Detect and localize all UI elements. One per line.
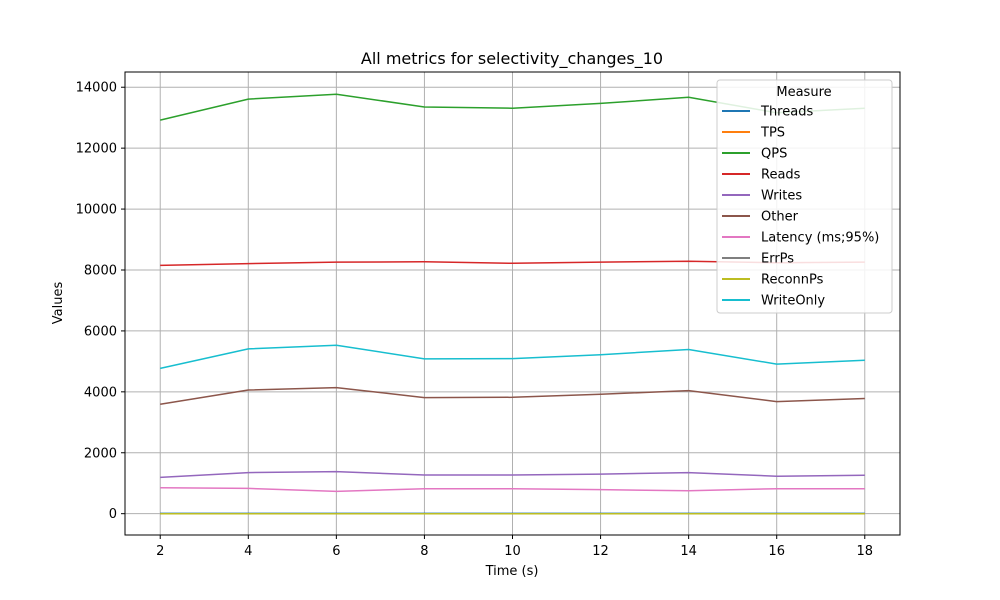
series-line-writeonly xyxy=(160,344,865,370)
legend-item-threads: Threads xyxy=(722,105,813,120)
legend-item-errps: ErrPs xyxy=(722,252,794,267)
legend-label: Latency (ms;95%) xyxy=(761,231,879,246)
legend-item-writeonly: WriteOnly xyxy=(722,294,825,309)
x-tick-label: 2 xyxy=(156,544,164,559)
y-tick-label: 12000 xyxy=(76,142,117,157)
legend-items: Threads TPS QPS Reads Writes Other Latency (ms… xyxy=(722,105,879,309)
y-tick-label: 10000 xyxy=(76,203,117,218)
y-tick-label: 0 xyxy=(109,507,117,522)
y-tick-label: 4000 xyxy=(84,385,117,400)
legend-title: Measure xyxy=(776,85,831,100)
legend-item-other: Other xyxy=(722,210,799,225)
x-tick-label: 6 xyxy=(332,544,340,559)
x-tick-label: 12 xyxy=(592,544,609,559)
x-tick-label: 16 xyxy=(768,544,785,559)
series-line-latency-ms-95 xyxy=(160,487,865,493)
legend-label: Threads xyxy=(760,105,813,120)
y-tick-label: 8000 xyxy=(84,263,117,278)
legend-label: Writes xyxy=(761,189,802,204)
legend-box xyxy=(716,79,893,314)
y-tick-label: 14000 xyxy=(76,81,117,96)
series-line-other xyxy=(160,386,865,406)
legend-label: Reads xyxy=(761,168,801,183)
y-tick-label: 2000 xyxy=(84,446,117,461)
x-tick-label: 8 xyxy=(420,544,428,559)
series-layer xyxy=(160,93,865,515)
y-axis-label: Values xyxy=(51,282,66,325)
legend-item-latency-ms-95: Latency (ms;95%) xyxy=(722,231,879,246)
legend-label: TPS xyxy=(760,126,785,141)
x-tick-label: 14 xyxy=(680,544,697,559)
x-axis-label: Time (s) xyxy=(485,564,539,579)
x-tick-label: 4 xyxy=(244,544,252,559)
legend-label: Other xyxy=(761,210,799,225)
chart-title: All metrics for selectivity_changes_10 xyxy=(361,49,663,69)
x-tick-label: 10 xyxy=(504,544,521,559)
legend-item-reads: Reads xyxy=(722,168,801,183)
legend-item-writes: Writes xyxy=(722,189,802,204)
legend-label: ErrPs xyxy=(761,252,794,267)
legend-item-qps: QPS xyxy=(722,147,787,162)
x-tick-label: 18 xyxy=(856,544,873,559)
ticks-layer: 2 4 6 8 10 12 14 16 18 0 2000 4000 6000 8000 10000 1200… xyxy=(76,81,873,559)
legend-label: QPS xyxy=(761,147,787,162)
y-tick-label: 6000 xyxy=(84,324,117,339)
series-line-writes xyxy=(160,470,865,479)
legend-item-tps: TPS xyxy=(722,126,785,141)
legend-item-reconnps: ReconnPs xyxy=(722,273,824,288)
legend-label: WriteOnly xyxy=(761,294,825,309)
legend: Measure Threads TPS QPS Reads Writes Other Lat… xyxy=(716,79,893,314)
legend-label: ReconnPs xyxy=(761,273,824,288)
